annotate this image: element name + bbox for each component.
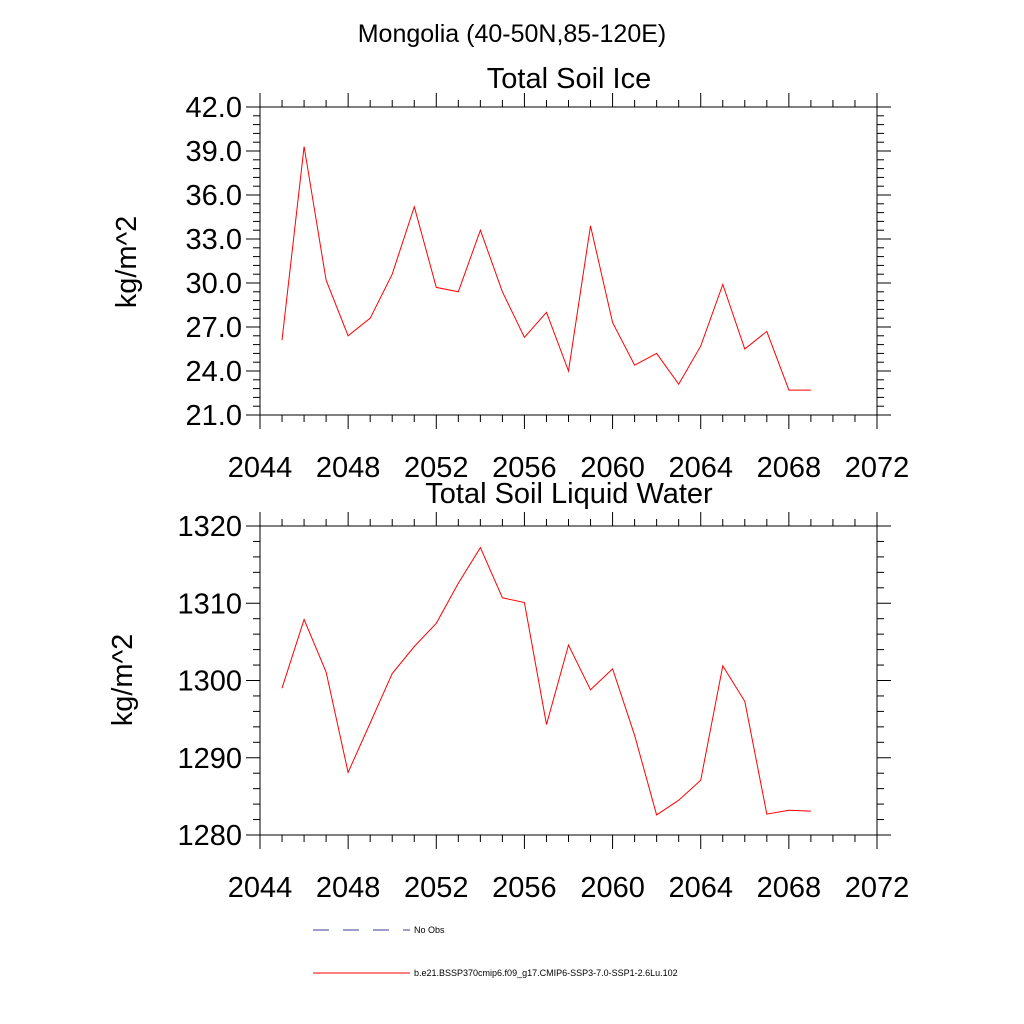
soil-liquid-water-plot-frame	[259, 525, 878, 836]
soil-ice-xtick-label: 2044	[228, 452, 293, 484]
soil-ice-xtick-label: 2064	[668, 452, 733, 484]
soil-liquid-water-ytick-label: 1290	[177, 743, 242, 775]
soil-ice-xtick-label: 2048	[316, 452, 381, 484]
soil-ice-xtick-label: 2060	[580, 452, 645, 484]
soil-liquid-water-xtick-label: 2060	[580, 872, 645, 904]
soil-liquid-water-xtick-label: 2044	[228, 872, 293, 904]
soil-liquid-water-xtick-label: 2048	[316, 872, 381, 904]
soil-ice-xtick-label: 2056	[492, 452, 557, 484]
soil-ice-xtick-label: 2072	[845, 452, 910, 484]
soil-liquid-water-xtick-label: 2056	[492, 872, 557, 904]
soil-ice-ytick-label: 42.0	[186, 92, 242, 124]
soil-ice-xtick-label: 2068	[757, 452, 822, 484]
soil-ice-xtick-label: 2052	[404, 452, 469, 484]
soil-liquid-water-xtick-label: 2068	[757, 872, 822, 904]
soil-liquid-water-xtick-label: 2064	[668, 872, 733, 904]
soil-liquid-water-series-line	[281, 546, 811, 816]
legend-no-obs-label: No Obs	[414, 925, 445, 935]
soil-liquid-water-xtick-label: 2072	[845, 872, 910, 904]
soil-liquid-water-ytick-label: 1280	[177, 820, 242, 852]
soil-liquid-water-ytick-label: 1310	[177, 588, 242, 620]
soil-liquid-water-ylabel: kg/m^2	[107, 634, 139, 727]
soil-liquid-water-ytick-label: 1300	[177, 666, 242, 698]
soil-liquid-water-title: Total Soil Liquid Water	[425, 478, 713, 510]
soil-liquid-water-ytick-label: 1320	[177, 511, 242, 543]
soil-liquid-water-panel: Total Soil Liquid Water kg/m^2 1280 1290 1…	[107, 478, 909, 904]
soil-ice-ytick-label: 27.0	[186, 312, 242, 344]
soil-ice-panel: Total Soil Ice kg/m^2 21.0 24.0 27.0 30.0 33…	[111, 63, 909, 484]
legend-model-label: b.e21.BSSP370cmip6.f09_g17.CMIP6-SSP3-7.…	[414, 968, 678, 978]
figure-suptitle: Mongolia (40-50N,85-120E)	[358, 20, 667, 48]
soil-ice-ytick-label: 36.0	[186, 180, 242, 212]
soil-ice-series-line	[281, 146, 811, 391]
soil-ice-ytick-label: 30.0	[186, 268, 242, 300]
soil-ice-ytick-label: 21.0	[186, 400, 242, 432]
soil-ice-ylabel: kg/m^2	[111, 216, 143, 309]
soil-ice-ytick-label: 33.0	[186, 224, 242, 256]
legend: No Obs b.e21.BSSP370cmip6.f09_g17.CMIP6-…	[313, 925, 678, 978]
soil-ice-ytick-label: 24.0	[186, 356, 242, 388]
soil-ice-title: Total Soil Ice	[487, 63, 651, 95]
soil-ice-ytick-label: 39.0	[186, 136, 242, 168]
soil-liquid-water-xtick-label: 2052	[404, 872, 469, 904]
